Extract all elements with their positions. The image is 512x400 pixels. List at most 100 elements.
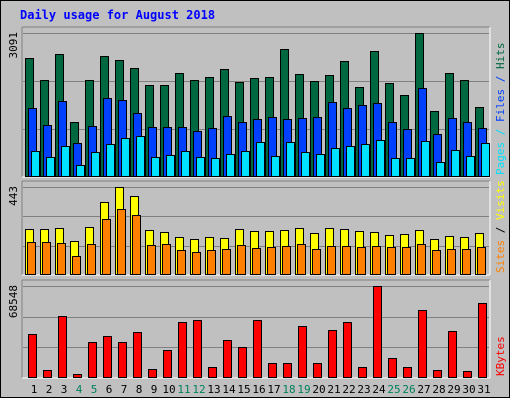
bar-sites xyxy=(387,247,396,275)
bar-pages xyxy=(61,146,70,177)
bar-kbytes xyxy=(163,350,172,378)
bar-sites xyxy=(42,242,51,275)
legend-text: KBytes xyxy=(494,336,507,376)
bar-pages xyxy=(256,142,265,177)
day-label: 13 xyxy=(207,383,220,396)
bar-sites xyxy=(177,250,186,275)
bar-pages xyxy=(181,151,190,177)
bar-pages xyxy=(466,156,475,177)
bar-kbytes xyxy=(193,320,202,378)
day-label: 17 xyxy=(267,383,280,396)
chart-title: Daily usage for August 2018 xyxy=(20,8,215,22)
bar-sites xyxy=(477,247,486,275)
bar-kbytes xyxy=(433,370,442,378)
max-value-label: 3091 xyxy=(7,32,20,59)
bar-sites xyxy=(252,248,261,275)
day-label: 11 xyxy=(177,383,190,396)
bar-pages xyxy=(481,143,490,177)
day-label: 9 xyxy=(151,383,158,396)
bar-sites xyxy=(282,246,291,275)
legend-text: Files / xyxy=(494,69,507,122)
day-label: 20 xyxy=(312,383,325,396)
bar-pages xyxy=(451,150,460,177)
day-label: 29 xyxy=(447,383,460,396)
day-label: 3 xyxy=(61,383,68,396)
day-label: 7 xyxy=(121,383,128,396)
bar-sites xyxy=(87,244,96,275)
bar-pages xyxy=(271,156,280,177)
day-label: 18 xyxy=(282,383,295,396)
bar-pages xyxy=(391,158,400,177)
bar-sites xyxy=(342,246,351,275)
max-value-label: 443 xyxy=(7,186,20,206)
bar-kbytes xyxy=(358,367,367,378)
bar-sites xyxy=(147,245,156,275)
bar-kbytes xyxy=(148,369,157,378)
bar-kbytes xyxy=(478,303,487,378)
bar-pages xyxy=(76,165,85,177)
bar-kbytes xyxy=(313,363,322,378)
bar-kbytes xyxy=(343,322,352,378)
bar-kbytes xyxy=(298,326,307,378)
bar-sites xyxy=(432,250,441,275)
bar-kbytes xyxy=(208,367,217,378)
bar-kbytes xyxy=(448,331,457,378)
bar-pages xyxy=(361,144,370,177)
bar-kbytes xyxy=(133,332,142,378)
bar-kbytes xyxy=(178,322,187,378)
day-label: 12 xyxy=(192,383,205,396)
bar-kbytes xyxy=(268,363,277,378)
day-label: 26 xyxy=(402,383,415,396)
bar-sites xyxy=(402,247,411,275)
bar-kbytes xyxy=(463,371,472,378)
max-value-label: 68548 xyxy=(7,285,20,318)
day-label: 10 xyxy=(162,383,175,396)
day-label: 31 xyxy=(477,383,490,396)
day-label: 2 xyxy=(46,383,53,396)
bar-sites xyxy=(267,247,276,275)
legend-text: Sites xyxy=(494,233,507,273)
day-label: 6 xyxy=(106,383,113,396)
series-legend-label: Sites / Visits xyxy=(494,180,507,273)
bar-sites xyxy=(192,252,201,275)
legend-text: / xyxy=(494,220,507,233)
bar-pages xyxy=(286,142,295,177)
day-label: 19 xyxy=(297,383,310,396)
bar-sites xyxy=(312,249,321,275)
bar-kbytes xyxy=(253,320,262,378)
bar-pages xyxy=(376,140,385,177)
bar-sites xyxy=(117,209,126,275)
series-legend-label: Pages / Files / Hits xyxy=(494,43,507,175)
bar-kbytes xyxy=(28,334,37,378)
bar-kbytes xyxy=(418,310,427,378)
bar-kbytes xyxy=(73,374,82,378)
day-label: 15 xyxy=(237,383,250,396)
day-label: 14 xyxy=(222,383,236,396)
bar-pages xyxy=(436,162,445,177)
bar-sites xyxy=(57,243,66,275)
day-label: 30 xyxy=(462,383,475,396)
legend-text: Pages / xyxy=(494,122,507,175)
day-label: 16 xyxy=(252,383,265,396)
bar-sites xyxy=(357,247,366,275)
bar-sites xyxy=(132,215,141,275)
bar-kbytes xyxy=(373,286,382,378)
legend-text: Visits xyxy=(494,180,507,220)
bar-pages xyxy=(46,157,55,177)
bar-pages xyxy=(121,138,130,177)
bar-kbytes xyxy=(43,370,52,378)
day-label: 5 xyxy=(91,383,98,396)
bar-pages xyxy=(421,141,430,177)
bar-kbytes xyxy=(403,367,412,378)
panel-middle: 443 Sites / Visits xyxy=(7,180,507,276)
bar-kbytes xyxy=(283,363,292,378)
day-label: 25 xyxy=(387,383,400,396)
bar-kbytes xyxy=(223,340,232,378)
bar-pages xyxy=(301,152,310,177)
day-label: 27 xyxy=(417,383,430,396)
bar-sites xyxy=(327,246,336,275)
legend-text: Hits xyxy=(494,43,507,70)
bar-sites xyxy=(102,219,111,275)
day-label: 21 xyxy=(327,383,340,396)
panel-bottom: 68548 KBytes xyxy=(7,279,507,379)
